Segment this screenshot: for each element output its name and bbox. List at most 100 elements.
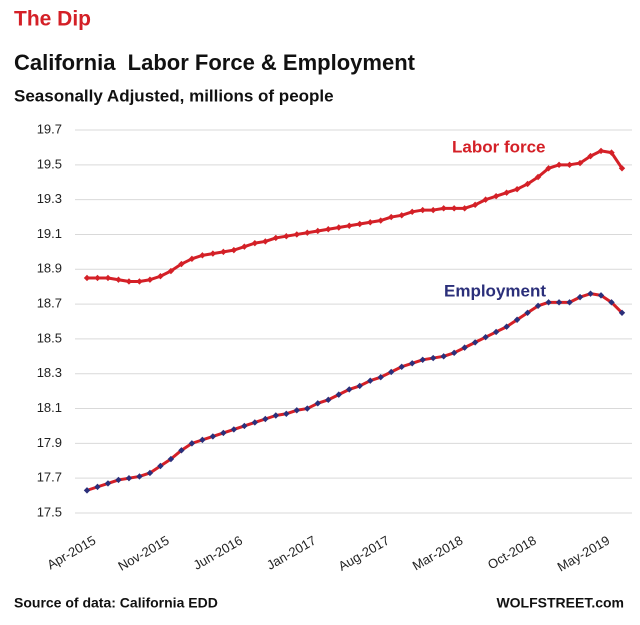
marker	[482, 196, 489, 203]
marker	[356, 220, 363, 228]
marker	[199, 252, 206, 259]
marker	[241, 422, 248, 430]
marker	[136, 278, 143, 285]
marker	[492, 328, 500, 336]
marker	[104, 480, 112, 487]
marker	[251, 239, 259, 247]
marker	[115, 476, 122, 484]
marker	[566, 161, 573, 169]
marker	[524, 180, 531, 188]
y-tick-label: 17.7	[37, 470, 62, 485]
marker	[471, 339, 479, 346]
marker	[597, 147, 605, 155]
marker	[188, 440, 196, 447]
marker	[125, 278, 133, 285]
marker	[209, 250, 217, 257]
chart-title: California Labor Force & Employment	[14, 50, 416, 75]
marker	[220, 248, 227, 256]
marker	[545, 165, 552, 172]
marker	[618, 165, 626, 172]
marker	[178, 260, 185, 268]
marker	[167, 455, 175, 463]
y-tick-label: 18.5	[37, 330, 62, 345]
marker	[408, 360, 416, 367]
marker	[167, 267, 175, 275]
series-label: Employment	[444, 281, 546, 300]
marker	[230, 246, 238, 254]
marker	[461, 205, 468, 212]
marker	[503, 323, 510, 330]
marker	[388, 213, 395, 221]
marker	[335, 224, 342, 231]
y-tick-label: 18.3	[37, 365, 62, 380]
marker	[513, 185, 521, 193]
y-tick-label: 17.9	[37, 435, 62, 450]
marker	[440, 205, 447, 212]
marker	[283, 410, 290, 417]
marker	[83, 274, 91, 282]
marker	[555, 161, 563, 169]
series-line	[87, 149, 624, 283]
marker	[534, 173, 542, 181]
marker	[335, 391, 342, 398]
marker	[136, 473, 143, 480]
marker	[325, 226, 332, 233]
marker	[83, 487, 91, 494]
marker	[450, 205, 458, 212]
marker	[104, 274, 112, 282]
marker	[482, 333, 489, 341]
series-line	[86, 292, 624, 492]
marker	[587, 290, 594, 297]
y-tick-label: 19.1	[37, 226, 62, 241]
marker	[272, 234, 280, 242]
y-tick-label: 17.5	[37, 504, 62, 519]
y-tick-label: 19.5	[37, 156, 62, 171]
marker	[545, 299, 552, 306]
marker	[555, 299, 563, 306]
marker	[388, 368, 395, 376]
marker	[262, 238, 269, 245]
marker	[304, 229, 311, 236]
marker	[94, 483, 101, 491]
marker	[262, 415, 269, 423]
kicker: The Dip	[14, 8, 91, 31]
x-tick-label: Mar-2018	[410, 533, 466, 574]
marker	[377, 217, 384, 224]
marker	[157, 462, 164, 470]
marker	[199, 436, 206, 444]
x-tick-label: Nov-2015	[115, 533, 171, 574]
marker	[367, 377, 374, 384]
x-tick-label: Jun-2016	[191, 533, 245, 573]
marker	[576, 293, 584, 301]
x-tick-label: May-2019	[555, 533, 613, 575]
marker	[608, 149, 615, 156]
marker	[398, 363, 405, 370]
marker	[283, 232, 290, 240]
marker	[566, 299, 573, 306]
marker	[241, 243, 248, 250]
series-label: Labor force	[452, 137, 546, 156]
marker	[325, 396, 332, 404]
marker	[346, 222, 353, 229]
marker	[429, 354, 437, 362]
marker	[209, 433, 217, 440]
marker	[230, 426, 238, 433]
marker	[450, 349, 458, 357]
credit: WOLFSTREET.com	[496, 595, 624, 611]
x-tick-label: Jan-2017	[264, 533, 318, 573]
marker	[115, 276, 122, 283]
x-tick-label: Aug-2017	[336, 533, 392, 574]
marker	[492, 192, 500, 200]
marker	[346, 386, 353, 393]
x-tick-label: Oct-2018	[485, 533, 539, 573]
marker	[534, 302, 542, 310]
marker	[440, 353, 447, 360]
marker	[408, 208, 416, 216]
marker	[597, 292, 605, 299]
marker	[587, 152, 594, 160]
source: Source of data: California EDD	[14, 595, 218, 611]
marker	[471, 201, 479, 209]
marker	[272, 412, 280, 419]
marker	[608, 299, 615, 306]
